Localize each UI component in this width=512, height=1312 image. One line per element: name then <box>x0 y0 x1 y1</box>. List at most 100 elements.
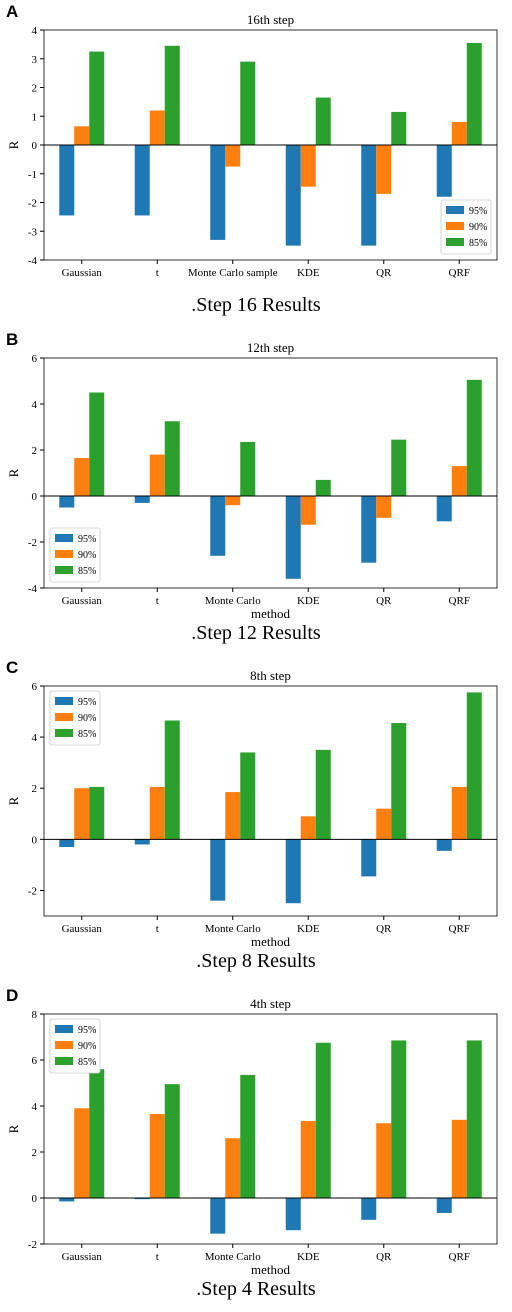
chart-12th-step: 12th step -4 -2 0 2 4 6 R Gaussian t Monte Carlo KD… <box>6 340 498 621</box>
legend-swatch <box>55 713 73 721</box>
y-tick-label: 0 <box>32 834 38 846</box>
plot-frame <box>43 1013 498 1245</box>
bar-monte-carlo-sample-95pct <box>210 145 226 240</box>
chart-4th-step: 4th step -2 0 2 4 6 8 R Gaussian t Monte Carlo KDE Q… <box>6 996 498 1277</box>
bar-qrf-85pct <box>466 42 482 145</box>
x-tick-label: KDE <box>297 595 320 607</box>
bar-kde-90pct <box>300 145 316 187</box>
y-tick-label: 0 <box>32 140 38 152</box>
bar-t-85pct <box>164 45 180 145</box>
x-tick-label: KDE <box>297 267 320 279</box>
bar-qrf-90pct <box>451 466 467 496</box>
bar-monte-carlo-90pct <box>225 1138 241 1198</box>
bar-qrf-95pct <box>436 1198 452 1213</box>
bar-monte-carlo-sample-85pct <box>240 61 256 145</box>
legend-label: 90% <box>469 222 487 233</box>
legend-swatch <box>55 1041 73 1049</box>
bar-qrf-95pct <box>436 839 452 851</box>
bar-qr-90pct <box>376 145 392 194</box>
bar-monte-carlo-95pct <box>210 839 226 901</box>
y-tick-label: 6 <box>32 353 38 365</box>
bar-qr-85pct <box>391 1040 407 1198</box>
bar-qr-90pct <box>376 1123 392 1198</box>
panel-b: B 12th step -4 -2 0 2 4 6 R Gaussian t Monte Carlo… <box>0 328 512 656</box>
bar-gaussian-85pct <box>89 392 105 496</box>
legend-label: 95% <box>78 697 96 708</box>
y-tick-label: -2 <box>28 1239 37 1251</box>
legend-label: 90% <box>78 713 96 724</box>
x-tick-label: QR <box>376 923 392 935</box>
bar-t-95pct <box>134 496 150 503</box>
x-axis-label: method <box>251 606 290 621</box>
bar-qr-95pct <box>361 839 377 877</box>
x-tick-label: Gaussian <box>62 267 103 279</box>
y-tick-label: 6 <box>32 1055 38 1067</box>
x-tick-label: QRF <box>449 267 470 279</box>
plot-frame <box>43 357 498 589</box>
y-axis-label: R <box>6 796 21 805</box>
x-tick-label: Gaussian <box>62 595 103 607</box>
plot-frame <box>43 685 498 917</box>
bar-qr-85pct <box>391 723 407 840</box>
bar-kde-85pct <box>315 1042 331 1198</box>
legend-label: 85% <box>78 566 96 577</box>
x-tick-label: KDE <box>297 1251 320 1263</box>
legend-swatch <box>55 729 73 737</box>
y-tick-label: 2 <box>32 783 38 795</box>
legend: 95% 90% 85% <box>49 527 101 583</box>
legend-swatch <box>55 1025 73 1033</box>
bar-gaussian-90pct <box>74 788 90 840</box>
x-tick-label: QRF <box>449 595 470 607</box>
bar-gaussian-95pct <box>59 839 75 847</box>
x-tick-label: Monte Carlo <box>205 1251 261 1263</box>
bar-t-90pct <box>149 110 165 145</box>
legend-swatch <box>55 550 73 558</box>
bar-monte-carlo-85pct <box>240 1074 256 1198</box>
bar-kde-90pct <box>300 1120 316 1198</box>
y-tick-label: 2 <box>32 445 38 457</box>
bar-gaussian-85pct <box>89 1069 105 1198</box>
x-tick-label: Monte Carlo <box>205 923 261 935</box>
bar-gaussian-85pct <box>89 51 105 145</box>
legend-label: 85% <box>78 729 96 740</box>
x-tick-label: Monte Carlo <box>205 595 261 607</box>
panel-letter: D <box>6 986 19 1005</box>
bar-t-95pct <box>134 839 150 845</box>
bar-gaussian-95pct <box>59 496 75 508</box>
panel-d: D 4th step -2 0 2 4 6 8 R Gaussian t Monte Carlo KD… <box>0 984 512 1312</box>
y-tick-label: -2 <box>28 537 37 549</box>
legend-swatch <box>55 1057 73 1065</box>
bar-qrf-95pct <box>436 145 452 197</box>
y-tick-label: 2 <box>32 1147 38 1159</box>
bar-gaussian-90pct <box>74 1108 90 1198</box>
chart-8th-step: 8th step -2 0 2 4 6 R Gaussian t Monte Carlo KDE QR… <box>6 668 498 949</box>
y-axis-label: R <box>6 1124 21 1133</box>
bar-kde-95pct <box>285 496 301 579</box>
x-tick-label: Monte Carlo sample <box>188 267 278 279</box>
y-tick-label: 4 <box>32 732 38 744</box>
legend-swatch <box>446 206 464 214</box>
bar-t-85pct <box>164 1084 180 1198</box>
bar-kde-95pct <box>285 1198 301 1231</box>
panel-c: C 8th step -2 0 2 4 6 R Gaussian t Monte Carlo KDE… <box>0 656 512 984</box>
y-tick-label: -2 <box>28 885 37 897</box>
legend-label: 95% <box>78 534 96 545</box>
chart-title: 12th step <box>247 340 294 355</box>
y-tick-label: 0 <box>32 491 38 503</box>
bar-qr-85pct <box>391 439 407 496</box>
bar-kde-95pct <box>285 145 301 246</box>
x-tick-label: Gaussian <box>62 923 103 935</box>
panel-letter: A <box>6 2 19 21</box>
bar-monte-carlo-90pct <box>225 496 241 506</box>
bar-t-95pct <box>134 1198 150 1200</box>
y-tick-label: 0 <box>32 1193 38 1205</box>
panel-letter: C <box>6 658 19 677</box>
bar-qrf-90pct <box>451 122 467 145</box>
bar-monte-carlo-90pct <box>225 792 241 840</box>
y-tick-label: -1 <box>28 169 37 181</box>
legend-swatch <box>55 697 73 705</box>
x-tick-label: t <box>156 1251 159 1263</box>
bar-qrf-95pct <box>436 496 452 522</box>
legend-swatch <box>55 534 73 542</box>
bar-kde-95pct <box>285 839 301 904</box>
